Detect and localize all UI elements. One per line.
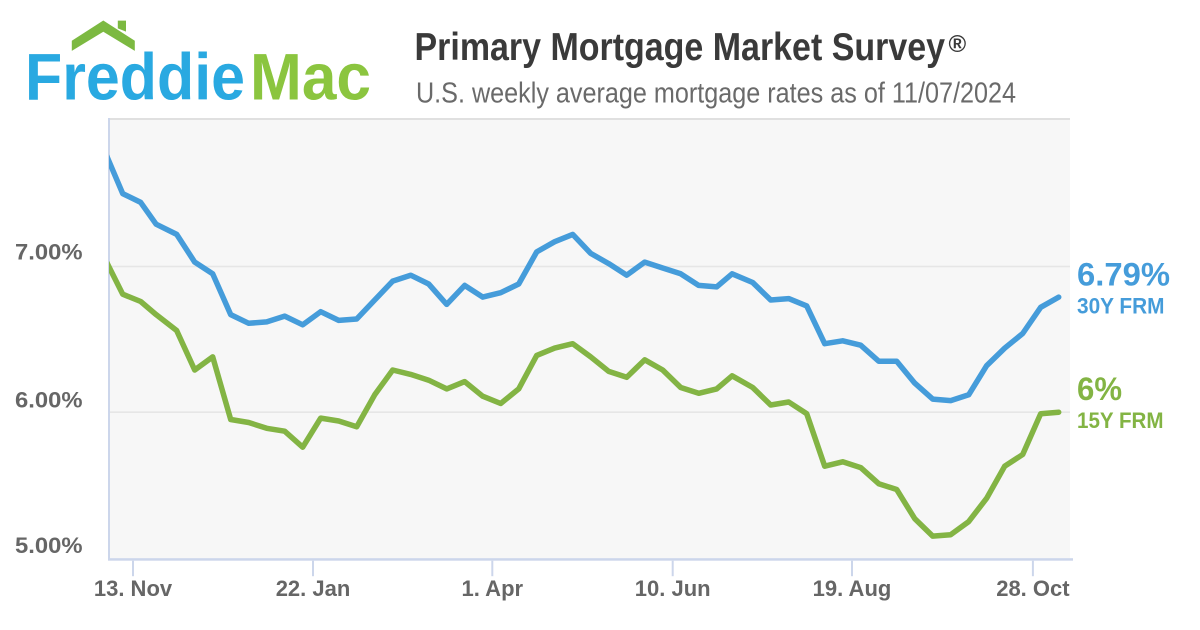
svg-text:7.00%: 7.00% [15,240,83,265]
svg-text:10. Jun: 10. Jun [635,576,711,601]
svg-text:30Y FRM: 30Y FRM [1077,293,1165,318]
svg-text:19. Aug: 19. Aug [813,576,892,601]
svg-text:13. Nov: 13. Nov [94,576,173,601]
svg-text:5.00%: 5.00% [15,533,83,558]
svg-text:Freddie: Freddie [25,39,245,113]
svg-text:28. Oct: 28. Oct [996,576,1070,601]
svg-text:6.79%: 6.79% [1077,256,1170,292]
svg-text:22. Jan: 22. Jan [276,576,351,601]
svg-text:6.00%: 6.00% [15,388,83,413]
svg-text:U.S. weekly average mortgage r: U.S. weekly average mortgage rates as of… [416,78,1016,110]
svg-text:Primary Mortgage Market Survey: Primary Mortgage Market Survey [415,26,946,69]
svg-text:6%: 6% [1077,371,1122,407]
svg-text:Mac: Mac [250,39,371,113]
svg-text:15Y FRM: 15Y FRM [1077,408,1164,433]
svg-text:1. Apr: 1. Apr [462,576,524,601]
svg-text:®: ® [949,31,967,58]
